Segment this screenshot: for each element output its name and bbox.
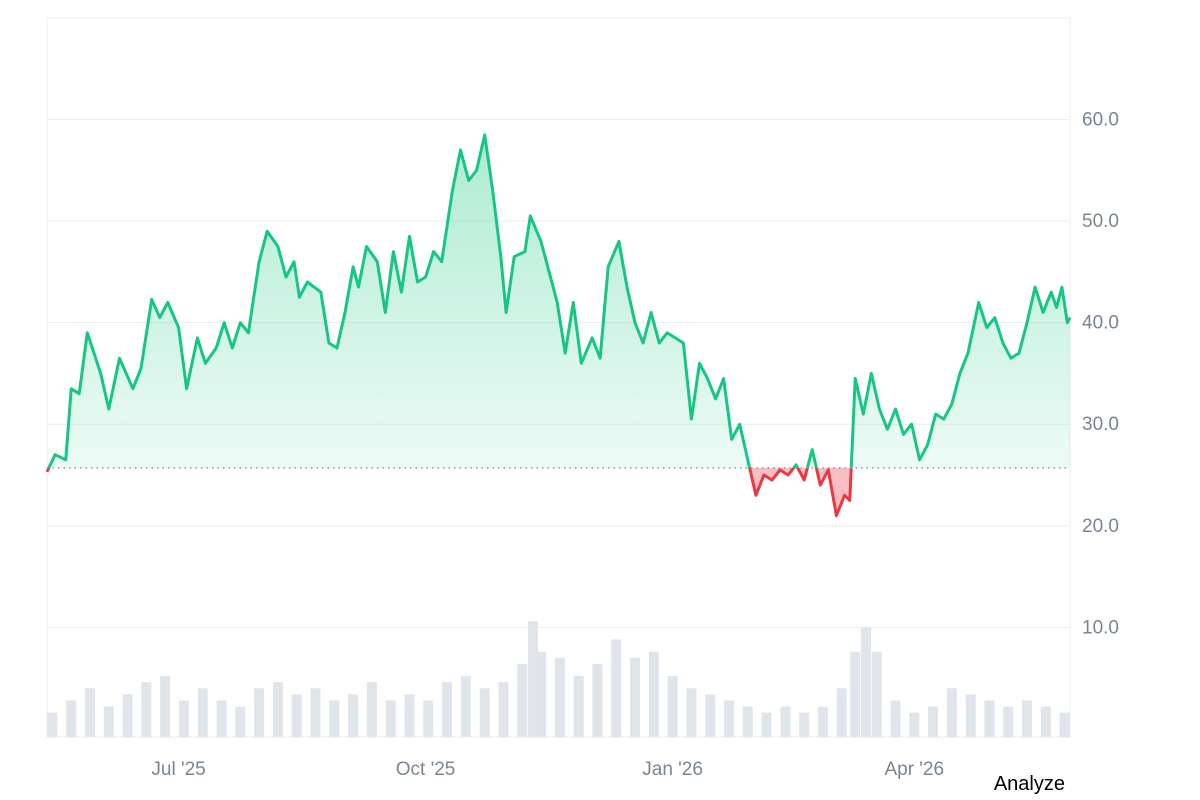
volume-bar <box>984 700 995 737</box>
volume-bar <box>742 706 753 737</box>
volume-bar <box>272 682 283 737</box>
volume-bar <box>460 676 471 737</box>
volume-bar <box>817 706 828 737</box>
price-line-up <box>47 133 1072 468</box>
volume-bar <box>611 639 622 737</box>
analyze-button[interactable]: Analyze <box>989 771 1065 798</box>
y-tick-label: 20.0 <box>1082 516 1119 537</box>
volume-bar <box>928 706 939 737</box>
volume-bar <box>122 694 133 737</box>
volume-bar <box>235 706 246 737</box>
x-tick-label: Apr '26 <box>884 759 944 780</box>
volume-bar <box>310 688 321 737</box>
volume-bar <box>536 651 547 737</box>
volume-bar <box>329 700 340 737</box>
volume-bar <box>385 700 396 737</box>
area-above-baseline <box>48 134 1070 468</box>
volume-bar <box>423 700 434 737</box>
volume-bar <box>554 657 565 737</box>
volume-bar <box>909 712 920 737</box>
volume-bar <box>573 676 584 737</box>
volume-bar <box>197 688 208 737</box>
volume-bar <box>517 663 528 737</box>
volume-bar <box>366 682 377 737</box>
volume-bar <box>1059 712 1070 737</box>
volume-bar <box>724 700 734 737</box>
volume-bar <box>686 688 697 737</box>
y-tick-label: 50.0 <box>1082 211 1119 232</box>
volume-bar <box>780 706 791 737</box>
volume-bar <box>799 712 810 737</box>
volume-bar <box>630 657 641 737</box>
volume-bar <box>141 682 152 737</box>
volume-bar <box>946 688 957 737</box>
volume-bar <box>705 694 716 737</box>
volume-bar <box>860 627 871 737</box>
volume-bar <box>1022 700 1033 737</box>
volume-bar <box>527 621 538 737</box>
volume-bar <box>498 682 509 737</box>
y-tick-label: 30.0 <box>1082 414 1119 435</box>
volume-bar <box>160 676 171 737</box>
x-tick-label: Jul '25 <box>151 759 205 780</box>
volume-bar <box>404 694 415 737</box>
volume-bar <box>216 700 227 737</box>
volume-bar <box>254 688 265 737</box>
volume-bar <box>348 694 359 737</box>
volume-bar <box>890 700 901 737</box>
volume-bar <box>1040 706 1051 737</box>
x-tick-label: Jan '26 <box>642 759 703 780</box>
volume-bar <box>592 663 603 737</box>
y-tick-label: 40.0 <box>1082 313 1119 334</box>
volume-bar <box>178 700 189 737</box>
volume-bar <box>479 688 490 737</box>
volume-bar <box>871 651 882 737</box>
volume-bar <box>103 706 114 737</box>
y-tick-label: 60.0 <box>1082 110 1119 131</box>
x-tick-label: Oct '25 <box>396 759 456 780</box>
volume-bar <box>66 700 77 737</box>
volume-bar <box>442 682 453 737</box>
volume-bar <box>667 676 678 737</box>
volume-bar <box>648 651 659 737</box>
volume-bar <box>836 688 847 737</box>
volume-bar <box>1003 706 1014 737</box>
volume-bar <box>761 712 772 737</box>
volume-bar <box>965 694 976 737</box>
y-tick-label: 10.0 <box>1082 617 1119 638</box>
volume-bar <box>47 712 58 737</box>
volume-bar <box>850 651 861 737</box>
volume-bar <box>291 694 302 737</box>
volume-bar <box>84 688 95 737</box>
